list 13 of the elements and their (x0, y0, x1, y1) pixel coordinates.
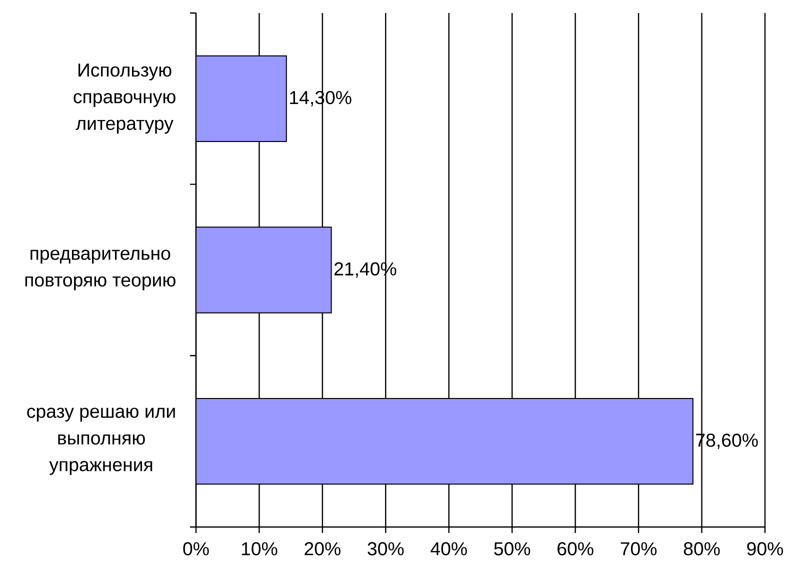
x-tick-label: 20% (304, 542, 340, 556)
x-tick-label: 80% (684, 542, 720, 556)
x-tick-label: 50% (494, 542, 530, 556)
x-tick-label: 30% (368, 542, 404, 556)
x-tick-label: 90% (747, 542, 783, 556)
x-tick-label: 40% (430, 542, 467, 556)
x-tick-label: 60% (558, 542, 594, 556)
x-tick-label: 70% (620, 542, 657, 556)
x-tick-label: 10% (242, 542, 278, 556)
y-tick-label: предварительно повторяю теорию (25, 250, 176, 290)
y-tick-label: Использую справочную литературу (74, 64, 176, 134)
x-tick-label: 0% (183, 542, 209, 556)
y-tick-label: сразу решаю или выполняю упражнения (27, 408, 175, 475)
